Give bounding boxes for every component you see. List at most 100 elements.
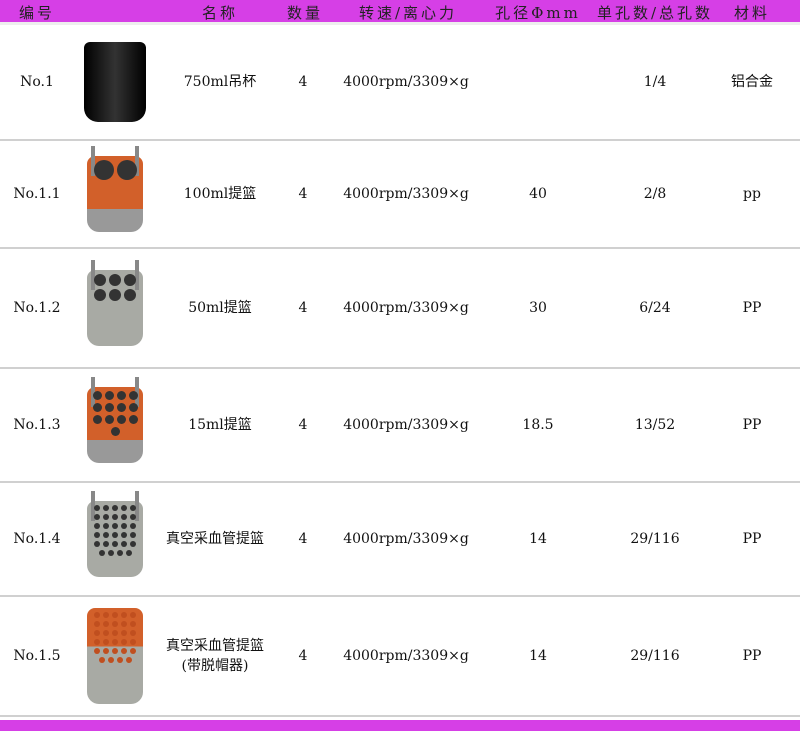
cell-id: No.1.4	[13, 529, 60, 549]
count-text: 29/116	[630, 531, 680, 547]
cell-count: 29/116	[630, 529, 679, 549]
name-text: 100ml提篮	[183, 186, 257, 202]
cell-name: 100ml提篮	[184, 184, 256, 204]
cell-speed: 4000rpm/3309×g	[343, 529, 469, 549]
cell-count: 29/116	[630, 646, 679, 666]
cell-qty: 4	[299, 72, 308, 92]
cell-name: 750ml吊杯	[184, 72, 256, 92]
cell-id: No.1	[20, 72, 54, 92]
cell-material: PP	[743, 298, 762, 318]
cell-qty: 4	[299, 298, 308, 318]
product-image-black-bucket	[84, 41, 146, 122]
qty-text: 4	[298, 300, 308, 316]
name-note-text: (带脱帽器)	[181, 658, 249, 674]
header-material: 材料	[733, 4, 771, 22]
cell-qty: 4	[299, 415, 308, 435]
cell-name: 50ml提篮	[188, 298, 252, 318]
speed-text: 4000rpm/3309×g	[343, 73, 469, 90]
name-text: 15ml提篮	[188, 417, 252, 433]
material-text: PP	[742, 417, 762, 433]
cell-id: No.1.5	[13, 646, 60, 666]
qty-text: 4	[298, 417, 308, 433]
product-image-orange-basket-2-holes	[87, 146, 143, 232]
material-text: pp	[743, 186, 761, 202]
table-row: No.1 750ml吊杯 4 4000rpm/3309×g 1/4 铝合金	[0, 24, 800, 141]
speed-text: 4000rpm/3309×g	[343, 300, 469, 316]
id-text: No.1.4	[13, 531, 61, 547]
cell-speed: 4000rpm/3309×g	[343, 298, 469, 318]
id-text: No.1	[20, 73, 54, 90]
id-text: No.1.5	[13, 648, 61, 664]
cell-speed: 4000rpm/3309×g	[343, 72, 469, 92]
cell-material: PP	[743, 646, 762, 666]
name-text: 50ml提篮	[188, 300, 252, 316]
speed-text: 4000rpm/3309×g	[343, 648, 469, 664]
cell-hole: 14	[529, 646, 547, 666]
material-text: 铝合金	[731, 73, 773, 90]
cell-name: 15ml提篮	[188, 415, 252, 435]
table-row: No.1.3 15ml提篮 4 4000rpm/3309×g 18.5 13/52 PP	[0, 369, 800, 483]
cell-qty: 4	[299, 184, 308, 204]
id-text: No.1.1	[13, 186, 61, 202]
cell-speed: 4000rpm/3309×g	[343, 415, 469, 435]
material-text: PP	[742, 531, 762, 547]
cell-material: PP	[743, 415, 762, 435]
header-hole: 孔径Φmm	[495, 4, 581, 22]
count-text: 2/8	[643, 186, 667, 202]
header-qty: 数量	[286, 4, 324, 22]
cell-material: pp	[743, 184, 761, 204]
cell-id: No.1.3	[13, 415, 60, 435]
hole-text: 18.5	[522, 417, 554, 433]
cell-hole: 18.5	[522, 415, 553, 435]
cell-speed: 4000rpm/3309×g	[343, 646, 469, 666]
footer-bar	[0, 720, 800, 731]
speed-text: 4000rpm/3309×g	[343, 417, 469, 433]
cell-hole: 40	[529, 184, 547, 204]
qty-text: 4	[298, 73, 308, 90]
hole-text: 40	[529, 186, 547, 202]
hole-text: 14	[529, 531, 547, 547]
material-text: PP	[742, 300, 762, 316]
speed-text: 4000rpm/3309×g	[343, 531, 469, 547]
table-row: No.1.4 真空采血管提篮 4 4000rpm/3309×g 14 29/116 PP	[0, 483, 800, 597]
name-text: 真空采血管提篮	[166, 638, 264, 654]
product-image-gray-basket-29-holes	[87, 491, 143, 577]
id-text: No.1.2	[13, 300, 61, 316]
cell-qty: 4	[299, 646, 308, 666]
cell-hole: 30	[529, 298, 547, 318]
table-header: 编号 名称 数量 转速/离心力 孔径Φmm 单孔数/总孔数 材料	[0, 0, 800, 25]
cell-name: 真空采血管提篮	[166, 529, 264, 549]
hole-text: 14	[529, 648, 547, 664]
cell-qty: 4	[299, 529, 308, 549]
cell-count: 6/24	[639, 298, 670, 318]
product-image-gray-basket-6-holes	[87, 260, 143, 346]
header-name: 名称	[201, 4, 239, 22]
cell-count: 1/4	[644, 72, 667, 92]
qty-text: 4	[298, 531, 308, 547]
cell-id: No.1.2	[13, 298, 60, 318]
cell-count: 13/52	[635, 415, 675, 435]
header-count: 单孔数/总孔数	[596, 4, 714, 22]
count-text: 13/52	[634, 417, 676, 433]
cell-hole: 14	[529, 529, 547, 549]
product-image-basket-with-decapper	[87, 608, 143, 704]
count-text: 29/116	[630, 648, 680, 664]
qty-text: 4	[298, 186, 308, 202]
cell-speed: 4000rpm/3309×g	[343, 184, 469, 204]
table-row: No.1.2 50ml提篮 4 4000rpm/3309×g 30 6/24 PP	[0, 249, 800, 369]
table-row: No.1.1 100ml提篮 4 4000rpm/3309×g 40 2/8 pp	[0, 141, 800, 249]
cell-count: 2/8	[644, 184, 667, 204]
cell-material: 铝合金	[731, 72, 773, 92]
qty-text: 4	[298, 648, 308, 664]
product-image-orange-basket-13-holes	[87, 377, 143, 463]
header-id: 编号	[18, 4, 56, 22]
speed-text: 4000rpm/3309×g	[343, 186, 469, 202]
name-text: 真空采血管提篮	[166, 531, 264, 547]
material-text: PP	[742, 648, 762, 664]
name-text: 750ml吊杯	[183, 73, 257, 90]
cell-id: No.1.1	[13, 184, 60, 204]
count-text: 1/4	[643, 73, 667, 90]
count-text: 6/24	[639, 300, 671, 316]
header-speed: 转速/离心力	[358, 4, 458, 22]
id-text: No.1.3	[13, 417, 61, 433]
